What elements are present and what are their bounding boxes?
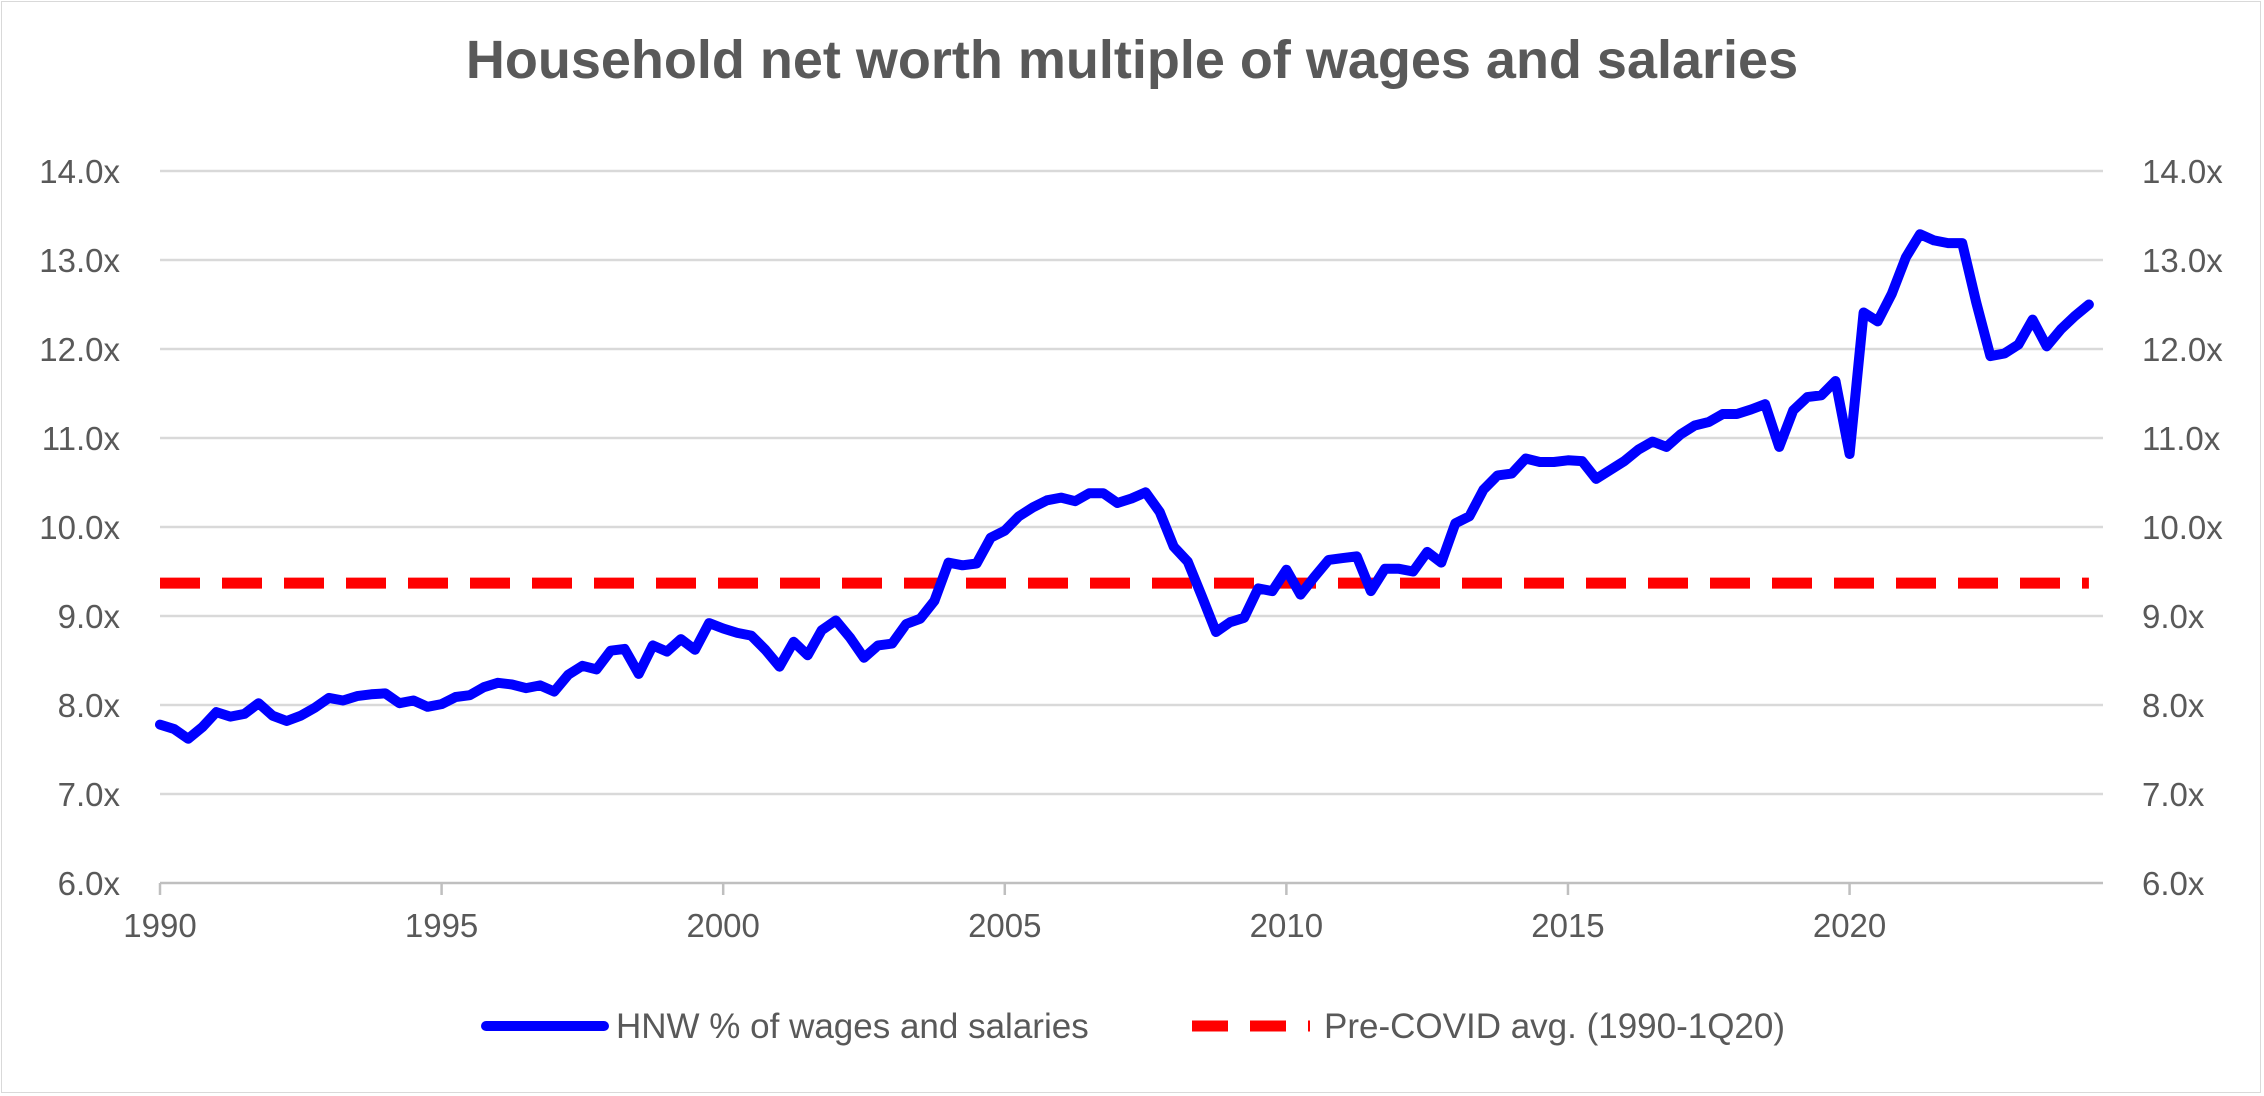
secondary-y-tick-label: 7.0x <box>2142 776 2205 813</box>
secondary-y-tick-label: 9.0x <box>2142 598 2205 635</box>
x-tick-label: 2020 <box>1813 907 1886 944</box>
legend-label: Pre-COVID avg. (1990-1Q20) <box>1324 1007 1785 1046</box>
y-tick-label: 8.0x <box>58 687 121 724</box>
hnw-series-line <box>155 229 2094 744</box>
x-tick-label: 1990 <box>123 907 196 944</box>
x-tick-label: 2010 <box>1250 907 1323 944</box>
x-tick-label: 2000 <box>686 907 759 944</box>
axes: 6.0x 6.0x 7.0x 7.0x 8.0x 8.0x 9.0x 9.0x 10.0x 10.… <box>39 153 2223 944</box>
x-tick-label: 2005 <box>968 907 1041 944</box>
secondary-y-tick-label: 6.0x <box>2142 865 2205 902</box>
secondary-y-tick-label: 11.0x <box>2142 420 2221 457</box>
y-tick-label: 13.0x <box>39 242 120 279</box>
secondary-y-tick-label: 14.0x <box>2142 153 2223 190</box>
gridlines <box>160 169 2103 885</box>
y-tick-label: 12.0x <box>39 331 120 368</box>
x-tick-label: 1995 <box>405 907 478 944</box>
secondary-y-tick-label: 8.0x <box>2142 687 2205 724</box>
y-tick-label: 10.0x <box>39 509 120 546</box>
x-tick-label: 2015 <box>1531 907 1604 944</box>
y-tick-label: 6.0x <box>58 865 121 902</box>
series <box>155 229 2094 744</box>
legend-label: HNW % of wages and salaries <box>616 1007 1089 1046</box>
y-tick-label: 7.0x <box>58 776 121 813</box>
y-tick-label: 14.0x <box>39 153 120 190</box>
y-tick-label: 11.0x <box>42 420 121 457</box>
secondary-y-tick-label: 13.0x <box>2142 242 2223 279</box>
secondary-y-tick-label: 10.0x <box>2142 509 2223 546</box>
chart-title: Household net worth multiple of wages an… <box>466 30 1798 90</box>
y-tick-label: 9.0x <box>58 598 121 635</box>
legend: HNW % of wages and salaries Pre-COVID avg… <box>481 1007 1785 1046</box>
secondary-y-tick-label: 12.0x <box>2142 331 2223 368</box>
